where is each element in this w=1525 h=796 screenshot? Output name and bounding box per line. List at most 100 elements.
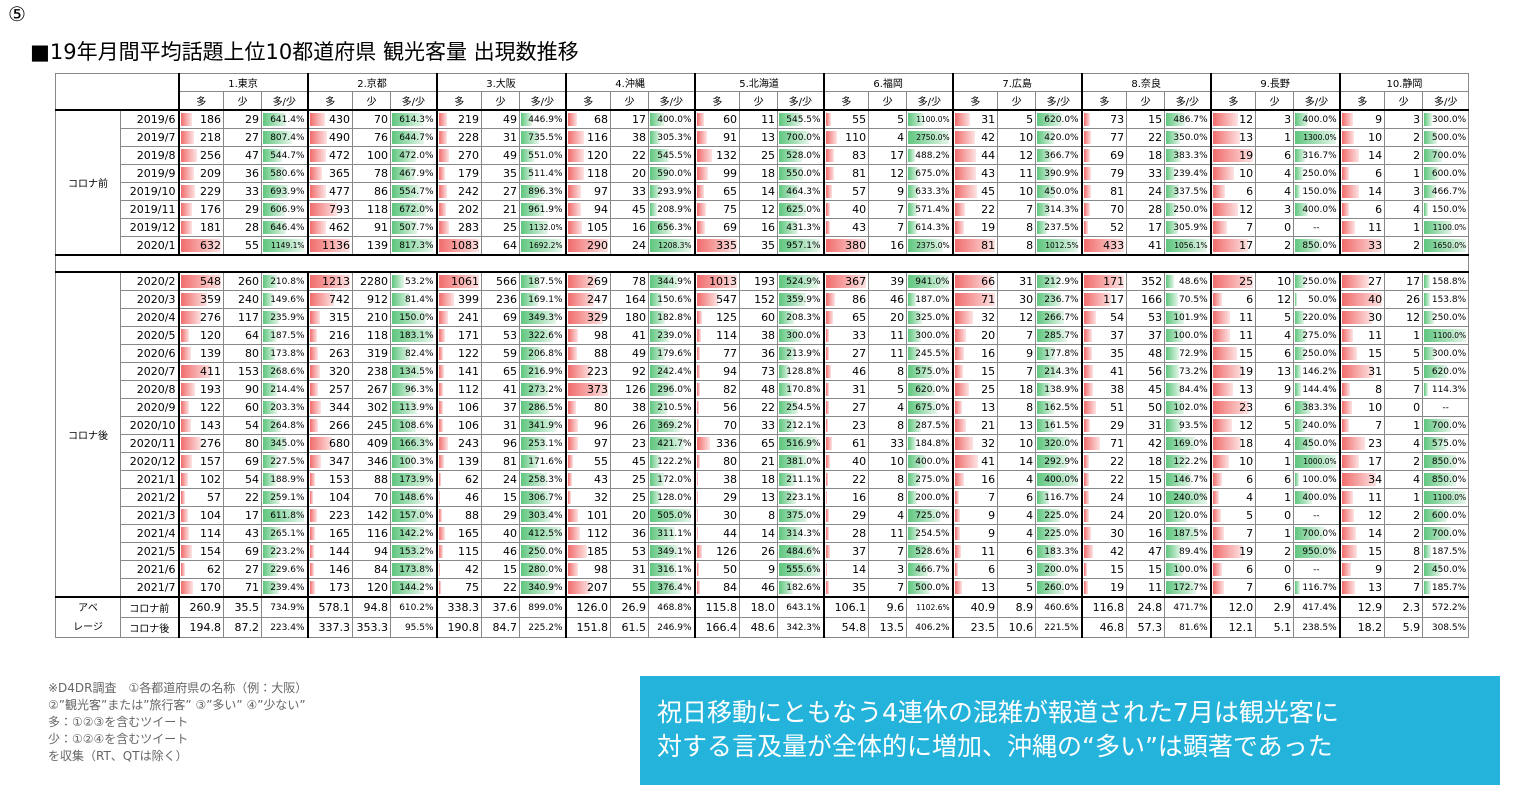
ratio-bar (1424, 419, 1451, 432)
average-cell: 2.3 (1384, 596, 1424, 618)
cell-text: 680 (329, 437, 351, 450)
cell-text: 472 (329, 149, 351, 162)
ratio-bar (392, 545, 427, 558)
cell-text: 40 (852, 455, 867, 468)
month: 2019/11 (120, 200, 179, 219)
ratio-bar (1037, 347, 1056, 360)
cell-text: 6 (1246, 185, 1254, 198)
cell-text: 472.0% (399, 150, 434, 161)
cell-text: 177.8% (1044, 348, 1079, 359)
many-cell: 80 (564, 398, 612, 417)
cell-text: 276 (200, 437, 221, 450)
cell-text: 1 (1284, 491, 1292, 504)
cell-text: 505.0% (657, 510, 692, 521)
many-bar (696, 149, 713, 162)
cell-text: 488.2% (915, 150, 950, 161)
many-bar (438, 203, 446, 216)
few-cell: 319 (352, 344, 392, 363)
many-bar (1341, 563, 1351, 576)
cell-text: 961.9% (528, 204, 563, 215)
many-bar (180, 527, 189, 540)
cell-text: 14 (761, 527, 776, 540)
cell-text: 0 (1413, 401, 1421, 414)
cell-text: 37 (1110, 329, 1125, 342)
cell-text: 14 (761, 185, 776, 198)
cell-text: 646.4% (270, 222, 305, 233)
cell-text: 373 (587, 383, 609, 396)
note-line: ②”観光客”または”旅行客” ③”多い” ④”少ない” (48, 698, 306, 712)
many-cell: 125 (693, 308, 741, 327)
many-cell: 632 (177, 236, 224, 256)
cell-text: 250.0% (1431, 312, 1467, 323)
cell-text: 76 (374, 131, 389, 144)
many-cell: 79 (1080, 164, 1128, 183)
ratio-cell: 511.4% (519, 164, 567, 183)
cell-text: 49 (503, 113, 518, 126)
cell-text: 75 (465, 581, 480, 594)
ratio-bar (1424, 563, 1442, 576)
cell-text: 5 (1246, 509, 1254, 522)
cell-text: 15 (981, 365, 996, 378)
ratio-bar (908, 113, 925, 126)
cell-text: 22 (852, 473, 867, 486)
many-cell: 9 (951, 524, 999, 543)
few-cell: 46 (481, 542, 521, 561)
cell-text: 120.0% (1173, 510, 1208, 521)
cell-text: 81 (981, 239, 996, 252)
ratio-cell: 122.2% (1164, 452, 1212, 471)
many-bar (825, 365, 831, 378)
many-cell: 6 (1209, 290, 1257, 309)
ratio-cell: 1100.0% (906, 109, 954, 129)
few-cell: 118 (352, 326, 392, 345)
cell-text: 23 (632, 437, 647, 450)
cell-text: 166.3% (399, 438, 434, 449)
cell-text: 700.0% (1431, 150, 1467, 161)
few-cell: 8 (997, 236, 1037, 256)
cell-text: 263 (329, 347, 351, 360)
few-cell: 16 (868, 236, 908, 256)
ratio-cell: 620.0% (906, 380, 954, 399)
many-cell: 18 (1209, 434, 1257, 453)
subheader: 多/少 (1035, 91, 1083, 111)
cell-text: 11 (1239, 329, 1254, 342)
cell-text: 0 (1284, 221, 1292, 234)
cell-text: 99 (723, 167, 738, 180)
cell-text: 17 (1148, 221, 1163, 234)
cell-text: 236.7% (1044, 294, 1079, 305)
many-cell: 365 (306, 164, 354, 183)
cell-text: 3 (1284, 203, 1292, 216)
ratio-cell: 280.0% (519, 560, 567, 579)
ratio-cell: 961.9% (519, 200, 567, 219)
note-line: ※D4DR調査 ①各都道府県の名称（例：大阪） (48, 681, 308, 695)
many-bar (309, 581, 316, 594)
cell-text: 78 (374, 167, 389, 180)
ratio-cell: 554.7% (390, 182, 438, 201)
ratio-bar (263, 437, 287, 450)
ratio-cell: 173.8% (260, 344, 309, 363)
cell-text: 29 (245, 113, 259, 126)
cell-text: 56 (723, 401, 738, 414)
ratio-cell: 149.6% (260, 290, 309, 309)
average-cell: 308.5% (1422, 617, 1470, 638)
many-cell: 472 (306, 146, 354, 165)
cell-text: 17 (245, 509, 259, 522)
few-cell: 84 (352, 560, 392, 579)
many-cell: 5 (1209, 506, 1257, 525)
ratio-bar (908, 419, 921, 432)
many-bar (1212, 167, 1234, 180)
few-cell: 27 (481, 182, 521, 201)
ratio-cell: 467.9% (390, 164, 438, 183)
many-cell: 6 (1338, 200, 1386, 219)
many-bar (825, 455, 830, 468)
many-bar (1083, 293, 1111, 306)
average-cell: 35.5 (223, 596, 262, 618)
few-cell: 11 (997, 164, 1037, 183)
cell-text: 2375.0% (916, 241, 950, 250)
ratio-cell: 250.0% (1293, 344, 1341, 363)
ratio-cell: 1149.1% (260, 236, 309, 256)
cell-text: 30 (1368, 311, 1383, 324)
ratio-bar (1166, 293, 1179, 306)
cell-text: 187.5% (528, 276, 563, 287)
ratio-bar (779, 113, 803, 126)
ratio-cell: 383.3% (1164, 146, 1212, 165)
